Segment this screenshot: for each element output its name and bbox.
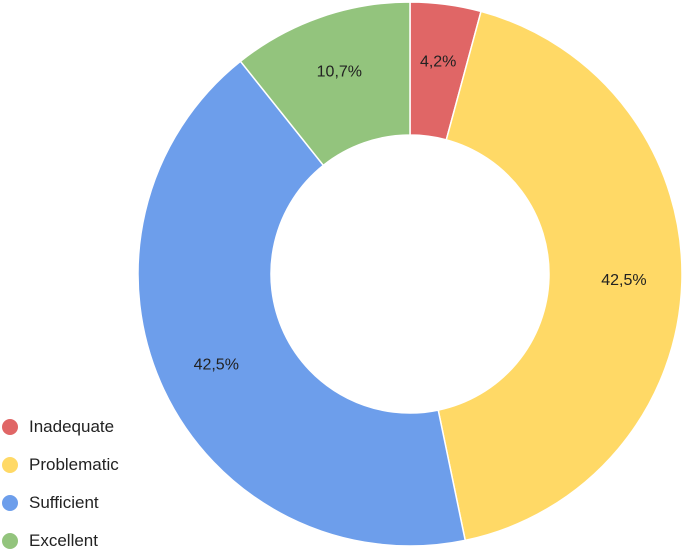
data-label-excellent: 10,7% [317,64,362,81]
legend-item-sufficient: Sufficient [2,484,119,522]
slices-layer [137,1,683,547]
slice-problematic [437,10,683,542]
slice-excellent [239,1,411,167]
data-label-sufficient: 42,5% [194,356,239,373]
legend-swatch-excellent [2,533,18,549]
data-label-inadequate: 4,2% [420,53,456,70]
legend-swatch-problematic [2,457,18,473]
legend-label-inadequate: Inadequate [29,417,115,436]
slice-sufficient [137,60,467,547]
legend-item-inadequate: Inadequate [2,408,119,446]
legend-swatch-sufficient [2,495,18,511]
data-label-problematic: 42,5% [601,272,646,289]
legend-label-problematic: Problematic [29,455,119,474]
legend-item-problematic: Problematic [2,446,119,484]
legend: Inadequate Problematic Sufficient Excellent [2,408,119,560]
legend-label-excellent: Excellent [29,531,98,550]
labels-layer: 4,2% 42,5% 42,5% 10,7% [194,53,647,373]
legend-swatch-inadequate [2,419,18,435]
legend-item-excellent: Excellent [2,522,119,560]
legend-label-sufficient: Sufficient [29,493,99,512]
